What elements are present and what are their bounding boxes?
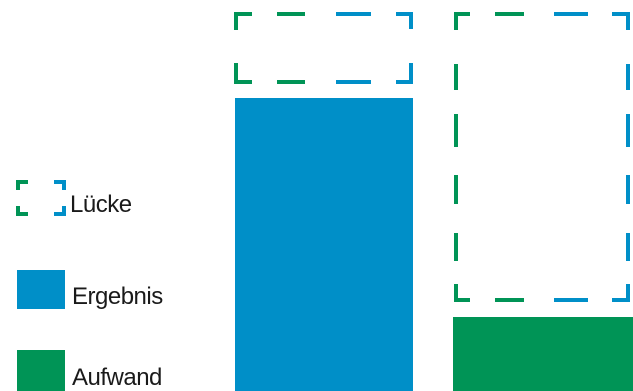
legend-result-swatch bbox=[17, 270, 65, 309]
legend-gap-swatch bbox=[16, 180, 66, 216]
legend-effort-swatch bbox=[17, 350, 65, 391]
legend-result-label: Ergebnis bbox=[72, 283, 163, 310]
right-gap-box bbox=[454, 12, 630, 302]
legend-gap-label: Lücke bbox=[70, 191, 132, 218]
legend-effort-label: Aufwand bbox=[72, 364, 162, 391]
left-gap-box bbox=[234, 12, 413, 84]
right-effort-bar bbox=[453, 317, 633, 391]
left-result-bar bbox=[235, 98, 413, 391]
